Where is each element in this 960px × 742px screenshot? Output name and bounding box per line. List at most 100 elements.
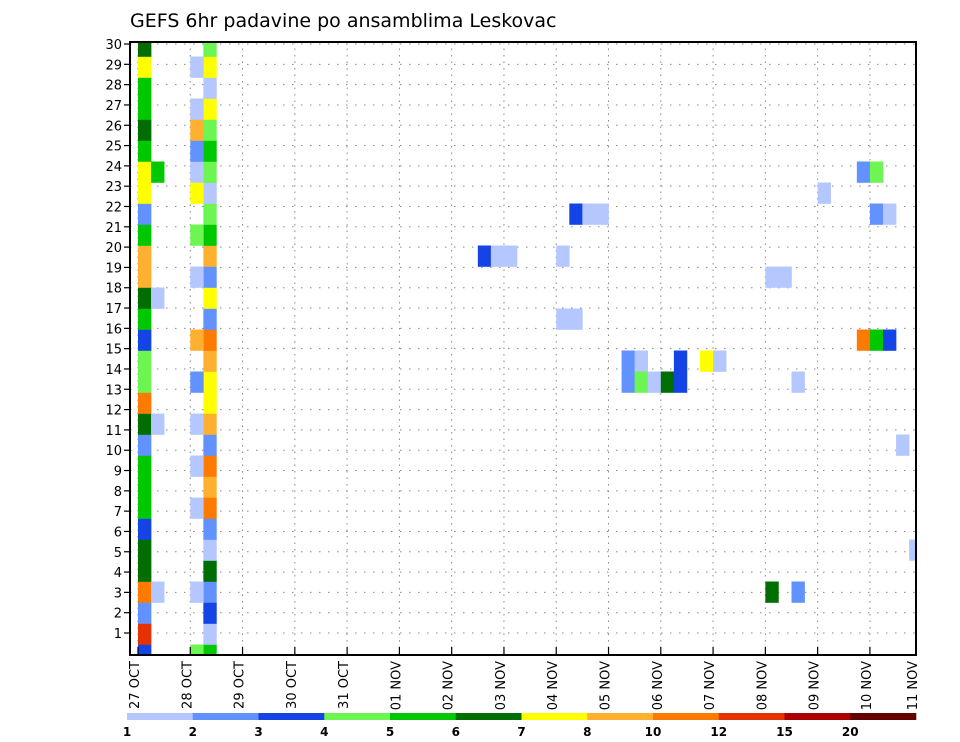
y-tick-label: 28 (105, 79, 122, 94)
heatmap-cell (138, 308, 152, 330)
heatmap-cell (138, 392, 152, 414)
heatmap-cell (765, 266, 779, 288)
y-tick-label: 19 (105, 261, 122, 276)
y-tick-label: 2 (114, 607, 122, 622)
x-tick-label: 01 NOV (389, 661, 404, 710)
heatmap-cell (138, 371, 152, 393)
heatmap-cell (203, 644, 217, 655)
x-tick-label: 11 NOV (906, 661, 921, 710)
heatmap-cell (673, 371, 688, 393)
y-tick-label: 30 (105, 38, 122, 53)
y-tick-label: 1 (114, 627, 122, 642)
y-tick-label: 4 (114, 566, 122, 581)
grid-lines (130, 42, 917, 655)
heatmap-cell (138, 434, 152, 456)
colorbar-label: 1 (123, 725, 131, 739)
heatmap-cell (151, 581, 165, 603)
heatmap-cell (138, 266, 152, 288)
heatmap-cell (882, 329, 897, 351)
heatmap-cell (791, 371, 805, 393)
heatmap-cell (203, 560, 217, 582)
colorbar-label: 5 (386, 725, 394, 739)
heatmap-cell (151, 413, 165, 435)
x-tick-label: 08 NOV (755, 661, 770, 710)
heatmap-cell (203, 245, 217, 267)
heatmap-cell (203, 392, 217, 414)
y-tick-label: 15 (105, 343, 122, 358)
heatmap-cell (203, 56, 217, 78)
heatmap-cell (190, 224, 204, 246)
heatmap-cell (190, 644, 204, 655)
x-tick-label: 10 NOV (860, 661, 875, 710)
y-tick-label: 7 (114, 505, 122, 520)
heatmap-cell (203, 224, 217, 246)
x-axis: 27 OCT 28 OCT 29 OCT 30 OCT 31 OCT 01 NOV 02 N… (128, 647, 921, 710)
heatmap-cell (869, 203, 884, 225)
colorbar-label: 12 (710, 725, 727, 739)
heatmap-cell (203, 308, 217, 330)
heatmap-cell (203, 518, 217, 540)
heatmap-cell (138, 476, 152, 498)
colorbar-label: 3 (254, 725, 262, 739)
heatmap-cell (138, 56, 152, 78)
heatmap-cell (203, 455, 217, 477)
heatmap-cell (138, 329, 152, 351)
y-tick-label: 16 (105, 322, 122, 337)
heatmap-cell (203, 77, 217, 99)
colorbar-segment (127, 713, 194, 720)
colorbar-label: 6 (452, 725, 460, 739)
heatmap-cell (203, 203, 217, 225)
x-tick-label: 28 OCT (180, 661, 195, 709)
heatmap-cell (138, 77, 152, 99)
x-tick-label: 06 NOV (651, 661, 666, 710)
y-tick-label: 9 (114, 465, 122, 480)
heatmap-cell (203, 119, 217, 141)
colorbar-label: 15 (776, 725, 793, 739)
heatmap-cell (203, 98, 217, 120)
heatmap-cell (138, 42, 152, 57)
x-tick-label: 29 OCT (233, 661, 248, 709)
heatmap-cell (556, 245, 570, 267)
colorbar-label: 8 (583, 725, 591, 739)
heatmap-cell (869, 161, 884, 183)
y-tick-label: 24 (105, 160, 122, 175)
heatmap-cell (569, 203, 583, 225)
y-tick-label: 27 (105, 99, 122, 114)
heatmap-cell (647, 371, 662, 393)
heatmap-cell (503, 245, 518, 267)
heatmap-cell (477, 245, 492, 267)
heatmap-cell (856, 329, 871, 351)
heatmap-cell (817, 182, 832, 204)
y-tick-label: 13 (105, 383, 122, 398)
y-tick-label: 12 (105, 404, 122, 419)
y-tick-label: 10 (105, 444, 122, 459)
colorbar-label: 2 (189, 725, 197, 739)
y-tick-label: 29 (105, 58, 122, 73)
heatmap-cell (856, 161, 871, 183)
heatmap-cell (151, 287, 165, 309)
heatmap-cell (190, 455, 204, 477)
heatmap-cell (203, 476, 217, 498)
colorbar-segment (390, 713, 457, 720)
heatmap-cell (190, 119, 204, 141)
heatmap-cell (190, 329, 204, 351)
heatmap-cell (138, 623, 152, 645)
x-tick-label: 31 OCT (337, 661, 352, 709)
heatmap-cell (896, 434, 910, 456)
x-tick-label: 02 NOV (442, 661, 457, 710)
colorbar-segment (587, 713, 654, 720)
heatmap-cell (634, 350, 649, 372)
heatmap-cell (203, 287, 217, 309)
y-tick-label: 17 (105, 302, 122, 317)
colorbar-segment (521, 713, 588, 720)
heatmap-cell (203, 413, 217, 435)
y-tick-label: 21 (105, 221, 122, 236)
heatmap-cell (203, 581, 217, 603)
heatmap-cell (203, 371, 217, 393)
y-axis: 1234567891011121314151617181920212223242… (105, 38, 130, 642)
heatmap-cell (138, 497, 152, 519)
heatmap-cell (869, 329, 884, 351)
heatmap-cell (190, 266, 204, 288)
x-tick-label: 04 NOV (546, 661, 561, 710)
heatmap-cell (791, 581, 805, 603)
